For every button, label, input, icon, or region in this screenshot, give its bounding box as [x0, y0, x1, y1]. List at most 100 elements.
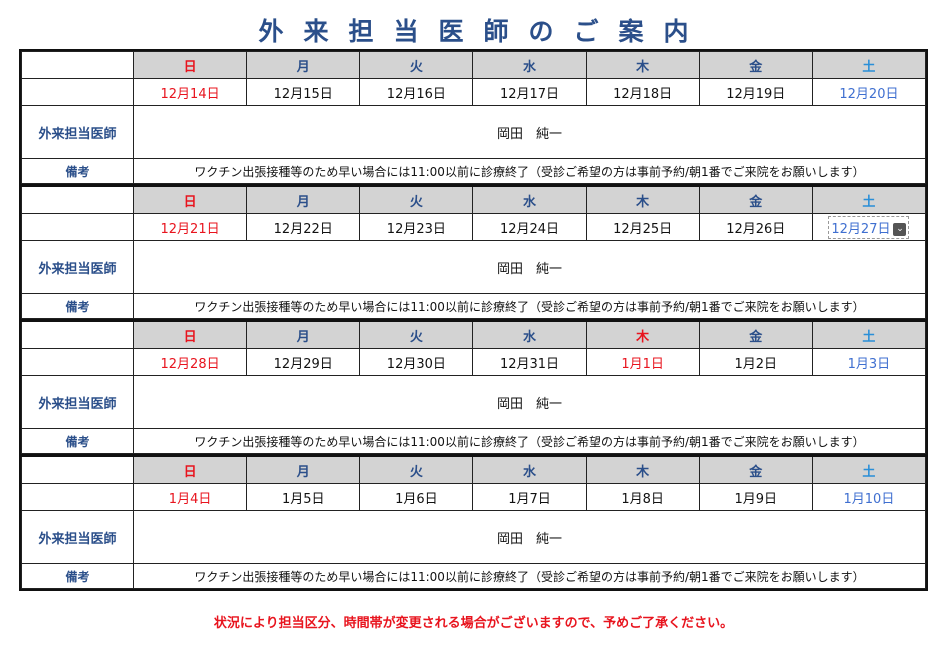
date-cell: 12月31日 — [472, 348, 587, 376]
date-row: 1月4日 1月5日 1月6日 1月7日 1月8日 1月9日 1月10日 — [21, 483, 927, 511]
note-label: 備考 — [21, 158, 134, 184]
weekday-header: 月 — [246, 185, 361, 214]
date-select[interactable]: 12月27日 ⌄ — [828, 215, 910, 239]
doctor-label: 外来担当医師 — [21, 105, 134, 159]
weekday-header: 月 — [246, 320, 361, 349]
week-block: 日月火水木金土 12月21日 12月22日 12月23日 12月24日 12月25日 12月… — [21, 184, 927, 319]
date-cell: 1月8日 — [585, 483, 700, 511]
weekday-header: 火 — [359, 455, 474, 484]
date-cell: 12月21日 — [132, 213, 248, 241]
week-block: 日月火水木金土 12月28日 12月29日 12月30日 12月31日 1月1日 1月2日 1… — [21, 319, 927, 454]
note-label: 備考 — [21, 293, 134, 319]
week-block: 日月火水木金土 1月4日 1月5日 1月6日 1月7日 1月8日 1月9日 1月10日 外来担当… — [21, 454, 927, 589]
page-title: 外来担当医師のご案内 — [258, 17, 709, 46]
date-cell: 1月6日 — [359, 483, 474, 511]
date-cell: 12月24日 — [472, 213, 587, 241]
weekday-header: 月 — [246, 51, 361, 79]
empty-cell — [21, 213, 134, 241]
note-row: 備考 ワクチン出張接種等のため早い場合には11:00以前に診療終了（受診ご希望の方… — [21, 158, 926, 184]
date-cell: 12月14日 — [132, 78, 248, 106]
date-cell[interactable]: 12月27日 ⌄ — [811, 213, 927, 241]
doctor-name: 岡田 純一 — [133, 240, 926, 294]
date-cell: 12月30日 — [359, 348, 474, 376]
weekday-header: 月 — [246, 455, 361, 484]
chevron-down-icon[interactable]: ⌄ — [893, 222, 907, 236]
date-cell: 12月28日 — [132, 348, 248, 376]
weekday-row: 日月火水木金土 — [21, 185, 927, 214]
note-row: 備考 ワクチン出張接種等のため早い場合には11:00以前に診療終了（受診ご希望の方… — [21, 428, 926, 454]
date-cell: 12月18日 — [585, 78, 700, 106]
weekday-header: 金 — [698, 185, 813, 214]
date-row: 12月14日 12月15日 12月16日 12月17日 12月18日 12月19日 12月2… — [21, 78, 927, 106]
doctor-label: 外来担当医師 — [21, 510, 134, 564]
date-cell: 1月4日 — [132, 483, 248, 511]
footer-notice: 状況により担当区分、時間帯が変更される場合がございますので、予めご了承ください。 — [213, 616, 734, 631]
note-row: 備考 ワクチン出張接種等のため早い場合には11:00以前に診療終了（受診ご希望の方… — [21, 293, 926, 319]
weekday-header: 木 — [585, 455, 700, 484]
date-cell: 1月3日 — [811, 348, 927, 376]
date-cell: 1月9日 — [698, 483, 813, 511]
weekday-header: 火 — [359, 320, 474, 349]
date-cell: 12月29日 — [246, 348, 361, 376]
weekday-header: 土 — [811, 51, 927, 79]
date-row: 12月21日 12月22日 12月23日 12月24日 12月25日 12月26日 12月2… — [21, 213, 927, 241]
weekday-header: 金 — [698, 51, 813, 79]
date-cell: 12月23日 — [359, 213, 474, 241]
date-cell: 12月26日 — [698, 213, 813, 241]
empty-cell — [21, 483, 134, 511]
weekday-header: 水 — [472, 455, 587, 484]
empty-cell — [21, 348, 134, 376]
weekday-header: 日 — [132, 185, 248, 214]
date-cell: 1月5日 — [246, 483, 361, 511]
empty-cell — [21, 185, 134, 214]
weekday-header: 日 — [132, 455, 248, 484]
doctor-label: 外来担当医師 — [21, 240, 134, 294]
weekday-header: 金 — [698, 320, 813, 349]
weekday-header: 水 — [472, 185, 587, 214]
doctor-label: 外来担当医師 — [21, 375, 134, 429]
doctor-name: 岡田 純一 — [133, 510, 926, 564]
weekday-header: 金 — [698, 455, 813, 484]
date-cell: 1月10日 — [811, 483, 927, 511]
date-cell: 12月25日 — [585, 213, 700, 241]
date-cell: 1月2日 — [698, 348, 813, 376]
empty-cell — [21, 78, 134, 106]
empty-cell — [21, 51, 134, 79]
doctor-row: 外来担当医師 岡田 純一 — [21, 240, 926, 294]
date-cell: 1月7日 — [472, 483, 587, 511]
weekday-header: 水 — [472, 51, 587, 79]
note-text: ワクチン出張接種等のため早い場合には11:00以前に診療終了（受診ご希望の方は事… — [133, 428, 926, 454]
weekday-row: 日月火水木金土 — [21, 51, 927, 79]
doctor-row: 外来担当医師 岡田 純一 — [21, 105, 926, 159]
weekday-header: 木 — [585, 51, 700, 79]
date-cell: 1月1日 — [585, 348, 700, 376]
date-row: 12月28日 12月29日 12月30日 12月31日 1月1日 1月2日 1月3日 — [21, 348, 927, 376]
weekday-row: 日月火水木金土 — [21, 455, 927, 484]
date-cell: 12月20日 — [811, 78, 927, 106]
note-text: ワクチン出張接種等のため早い場合には11:00以前に診療終了（受診ご希望の方は事… — [133, 158, 926, 184]
doctor-name: 岡田 純一 — [133, 105, 926, 159]
empty-cell — [21, 320, 134, 349]
empty-cell — [21, 455, 134, 484]
note-text: ワクチン出張接種等のため早い場合には11:00以前に診療終了（受診ご希望の方は事… — [133, 293, 926, 319]
schedule-table: 日月火水木金土 12月14日 12月15日 12月16日 12月17日 12月18日 12月… — [19, 49, 928, 591]
date-cell: 12月17日 — [472, 78, 587, 106]
week-block: 日月火水木金土 12月14日 12月15日 12月16日 12月17日 12月18日 12月… — [21, 51, 927, 184]
weekday-header: 木 — [585, 320, 700, 349]
date-value: 12月27日 — [831, 221, 891, 237]
date-cell: 12月16日 — [359, 78, 474, 106]
weekday-header: 日 — [132, 320, 248, 349]
doctor-row: 外来担当医師 岡田 純一 — [21, 375, 926, 429]
doctor-row: 外来担当医師 岡田 純一 — [21, 510, 926, 564]
note-label: 備考 — [21, 563, 134, 589]
date-cell: 12月15日 — [246, 78, 361, 106]
note-row: 備考 ワクチン出張接種等のため早い場合には11:00以前に診療終了（受診ご希望の方… — [21, 563, 926, 589]
note-text: ワクチン出張接種等のため早い場合には11:00以前に診療終了（受診ご希望の方は事… — [133, 563, 926, 589]
weekday-header: 日 — [132, 51, 248, 79]
date-cell: 12月19日 — [698, 78, 813, 106]
date-cell: 12月22日 — [246, 213, 361, 241]
weekday-header: 火 — [359, 51, 474, 79]
weekday-header: 土 — [811, 455, 927, 484]
doctor-name: 岡田 純一 — [133, 375, 926, 429]
note-label: 備考 — [21, 428, 134, 454]
